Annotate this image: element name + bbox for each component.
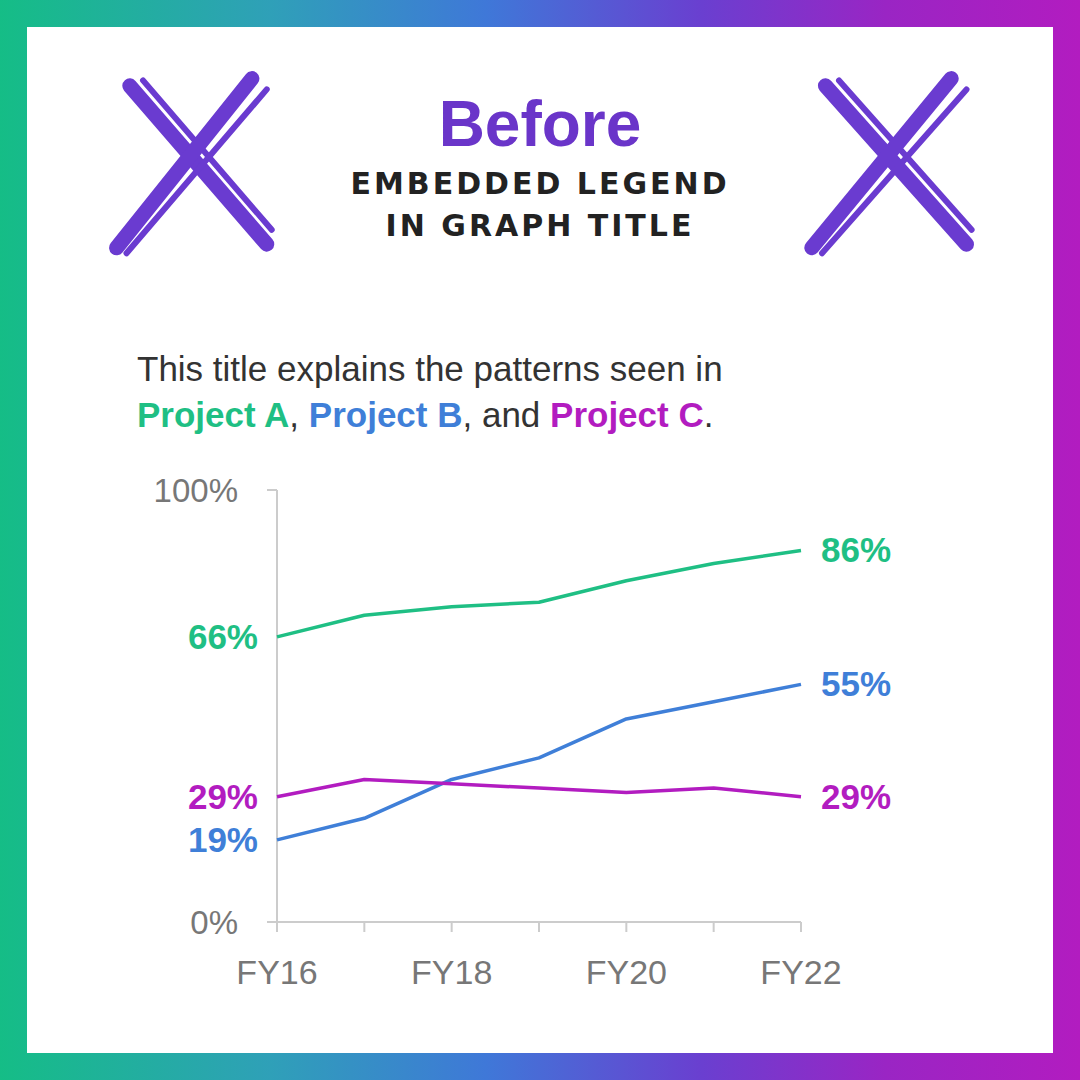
x-tick bbox=[538, 922, 540, 932]
data-label: 66% bbox=[188, 617, 258, 656]
x-tick bbox=[625, 922, 627, 932]
x-stroke bbox=[812, 79, 951, 248]
data-label: 19% bbox=[188, 820, 258, 859]
legend-entry: Project C bbox=[550, 395, 704, 434]
y-tick bbox=[267, 489, 277, 491]
header-subtitle: IN GRAPH TITLE bbox=[386, 208, 695, 243]
x-tick bbox=[800, 922, 802, 932]
series-line bbox=[277, 550, 801, 636]
x-stroke bbox=[117, 79, 252, 248]
data-label: 86% bbox=[821, 530, 891, 569]
legend-entry: Project A bbox=[137, 395, 289, 434]
x-tick-label: FY16 bbox=[236, 953, 317, 991]
x-mark bbox=[117, 79, 272, 254]
y-tick-label: 0% bbox=[190, 904, 238, 941]
data-label: 29% bbox=[821, 777, 891, 816]
x-stroke bbox=[127, 89, 267, 253]
chart-title: This title explains the patterns seen in… bbox=[137, 346, 827, 438]
data-label: 55% bbox=[821, 664, 891, 703]
x-tick-label: FY18 bbox=[411, 953, 492, 991]
series-line bbox=[277, 779, 801, 796]
y-tick bbox=[267, 921, 277, 923]
series-group bbox=[277, 550, 801, 839]
legend-entry: Project B bbox=[309, 395, 463, 434]
x-tick-label: FY22 bbox=[760, 953, 841, 991]
x-tick-label: FY20 bbox=[586, 953, 667, 991]
x-tick bbox=[713, 922, 715, 932]
x-tick bbox=[451, 922, 453, 932]
data-label: 29% bbox=[188, 777, 258, 816]
header-title: Before bbox=[439, 88, 642, 160]
header-subtitle: EMBEDDED LEGEND bbox=[350, 166, 729, 201]
x-tick bbox=[276, 922, 278, 932]
y-tick-label: 100% bbox=[154, 472, 238, 509]
series-line bbox=[277, 684, 801, 840]
x-stroke bbox=[822, 89, 967, 253]
chart: Before EMBEDDED LEGEND IN GRAPH TITLE 0% 100… bbox=[0, 0, 1080, 1080]
y-axis bbox=[276, 490, 278, 922]
x-tick bbox=[363, 922, 365, 932]
x-mark bbox=[812, 79, 972, 254]
